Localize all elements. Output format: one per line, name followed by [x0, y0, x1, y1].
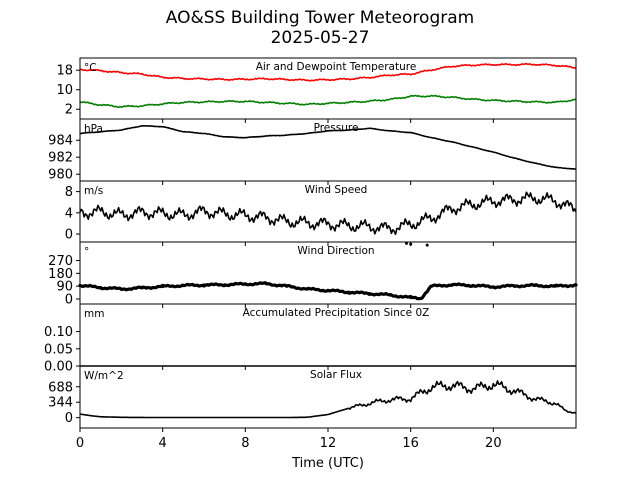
x-tick-label: 16: [402, 436, 419, 451]
y-tick-label: 0: [65, 228, 73, 243]
series-line: [79, 380, 577, 419]
x-tick-label: 8: [241, 436, 249, 451]
direction-point: [533, 283, 537, 288]
direction-point: [119, 287, 123, 291]
direction-point: [99, 286, 103, 290]
direction-point: [140, 286, 144, 290]
panel-3: 0 4 8 m/s Wind Speed: [65, 180, 577, 246]
direction-point: [419, 296, 423, 300]
panel-unit: °C: [84, 62, 97, 74]
y-tick-label: 2: [65, 103, 73, 118]
y-tick-label: 18: [56, 64, 73, 79]
series-4-2: [405, 241, 429, 247]
panel-title: Solar Flux: [310, 369, 362, 381]
direction-point: [243, 282, 247, 286]
series-3-1: [79, 191, 577, 236]
direction-point: [202, 283, 206, 287]
direction-point: [405, 241, 408, 245]
panel-unit: W/m^2: [84, 370, 124, 382]
panel-title: Wind Direction: [297, 245, 374, 257]
panel-2: 980 982 984 hPa Pressure: [48, 118, 577, 185]
y-tick-label: 982: [48, 151, 73, 166]
series-6-1: [79, 380, 577, 419]
y-tick-label: 4: [65, 206, 73, 221]
direction-point: [429, 284, 433, 288]
direction-point: [553, 284, 557, 288]
x-tick-label: 20: [485, 436, 502, 451]
panel-title: Accumulated Precipitation Since 0Z: [243, 307, 430, 319]
y-tick-label: 0.05: [44, 342, 73, 357]
y-tick-label: 0: [65, 411, 73, 426]
direction-point: [347, 290, 351, 294]
direction-point: [388, 293, 392, 297]
direction-point: [512, 284, 516, 288]
direction-point: [223, 283, 227, 287]
y-tick-label: 0.10: [44, 325, 73, 340]
y-tick-label: 180: [48, 267, 73, 282]
panel-unit: m/s: [84, 185, 103, 197]
series-line: [79, 94, 577, 109]
y-tick-label: 270: [48, 254, 73, 269]
y-tick-label: 8: [65, 185, 73, 200]
series-line: [79, 191, 577, 236]
series-1-2: [79, 94, 577, 109]
y-tick-label: 688: [48, 380, 73, 395]
panel-unit: °: [84, 246, 89, 258]
x-tick-label: 0: [76, 436, 84, 451]
y-tick-label: 0.00: [44, 360, 73, 375]
x-tick-label: 12: [320, 436, 337, 451]
direction-point: [285, 284, 289, 288]
panel-title: Air and Dewpoint Temperature: [256, 61, 417, 73]
panel-5: 0.00 0.05 0.10 mm Accumulated Precipitation …: [44, 303, 577, 375]
direction-point: [326, 288, 330, 293]
direction-point: [471, 283, 475, 288]
series-4-1: [78, 281, 578, 301]
y-tick-label: 984: [48, 134, 73, 149]
y-tick-label: 0: [65, 293, 73, 308]
figure-subtitle: 2025-05-27: [270, 28, 370, 48]
series-1-1: [79, 62, 577, 82]
series-2-1: [80, 125, 576, 170]
direction-point: [450, 283, 454, 287]
direction-point: [491, 285, 495, 289]
panel-title: Wind Speed: [305, 184, 368, 196]
series-line: [80, 125, 576, 170]
y-tick-label: 90: [56, 280, 73, 295]
direction-point: [181, 283, 185, 288]
y-tick-label: 980: [48, 168, 73, 183]
panel-1: 2 10 18 °C Air and Dewpoint Temperature: [56, 57, 577, 123]
x-axis-label: Time (UTC): [291, 456, 364, 471]
y-tick-label: 10: [56, 83, 73, 98]
series-line: [79, 62, 577, 82]
direction-point: [305, 287, 309, 291]
y-tick-label: 344: [48, 396, 73, 411]
direction-point: [161, 284, 165, 289]
panel-title: Pressure: [314, 122, 359, 134]
panel-unit: mm: [84, 308, 104, 320]
direction-point: [409, 296, 413, 300]
direction-point: [367, 292, 371, 296]
figure-title: AO&SS Building Tower Meteorogram: [165, 8, 475, 28]
direction-point: [425, 243, 429, 247]
direction-point: [264, 282, 268, 286]
x-tick-label: 4: [159, 436, 167, 451]
panel-unit: hPa: [84, 123, 103, 135]
direction-point: [409, 242, 413, 246]
